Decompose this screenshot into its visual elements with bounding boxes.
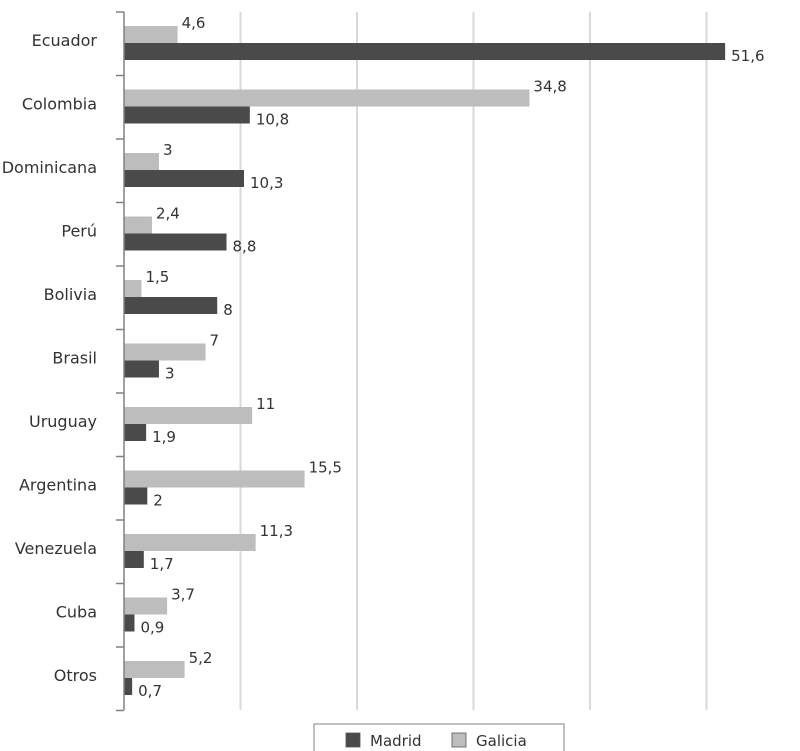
data-labels: 4,6 51,6 34,8 10,8 3 10,3 2,4 8,8 1,5 87 3 11 1,9 15,… — [138, 14, 764, 700]
bar-madrid — [124, 551, 144, 568]
data-label-madrid: 1,9 — [152, 428, 176, 446]
data-label-madrid: 0,7 — [138, 682, 162, 700]
category-label: Otros — [54, 666, 97, 685]
category-label: Bolivia — [44, 285, 97, 304]
bar-madrid — [124, 360, 159, 378]
legend-swatch-madrid — [345, 732, 361, 748]
category-label: Cuba — [56, 602, 97, 621]
data-label-madrid: 1,7 — [150, 555, 174, 573]
legend-label-galicia: Galicia — [476, 732, 527, 750]
data-label-madrid: 10,3 — [250, 174, 283, 192]
category-label: Venezuela — [15, 539, 97, 558]
bar-madrid — [124, 678, 133, 695]
data-label-madrid: 51,6 — [731, 47, 764, 65]
data-label-galicia: 5,2 — [189, 649, 213, 667]
data-label-madrid: 8,8 — [233, 238, 257, 256]
data-label-madrid: 2 — [153, 492, 163, 510]
bars — [124, 26, 726, 695]
bar-galicia — [124, 26, 178, 43]
data-label-madrid: 0,9 — [140, 619, 164, 637]
bar-galicia — [124, 661, 185, 678]
category-label: Dominicana — [2, 158, 97, 177]
data-label-galicia: 7 — [210, 332, 220, 350]
category-label: Uruguay — [29, 412, 97, 431]
bar-galicia — [124, 89, 530, 107]
data-label-madrid: 3 — [165, 365, 175, 383]
data-label-galicia: 4,6 — [182, 14, 206, 32]
category-label: Brasil — [52, 348, 97, 367]
category-label: Ecuador — [32, 31, 98, 50]
data-label-galicia: 3 — [163, 141, 173, 159]
bar-galicia — [124, 153, 159, 170]
bar-galicia — [124, 534, 256, 551]
data-label-galicia: 34,8 — [533, 78, 566, 96]
category-label: Perú — [61, 221, 97, 240]
data-label-galicia: 11 — [256, 395, 275, 413]
data-label-madrid: 8 — [223, 301, 233, 319]
data-label-galicia: 15,5 — [309, 459, 342, 477]
data-label-galicia: 1,5 — [145, 268, 169, 286]
data-label-galicia: 11,3 — [260, 522, 293, 540]
data-label-galicia: 3,7 — [171, 586, 195, 604]
bar-madrid — [124, 424, 147, 441]
category-label: Argentina — [19, 475, 97, 494]
data-label-madrid: 10,8 — [256, 111, 289, 129]
legend: Madrid Galicia — [313, 723, 565, 751]
bar-madrid — [124, 43, 726, 60]
bar-galicia — [124, 407, 253, 424]
legend-swatch-galicia — [451, 732, 467, 748]
bar-madrid — [124, 170, 244, 187]
bar-galicia — [124, 470, 305, 488]
bar-madrid — [124, 233, 227, 251]
bar-galicia — [124, 280, 142, 297]
data-label-galicia: 2,4 — [156, 205, 180, 223]
bar-madrid — [124, 614, 135, 632]
bar-galicia — [124, 343, 206, 361]
legend-label-madrid: Madrid — [370, 732, 422, 750]
bar-galicia — [124, 597, 168, 615]
category-label: Colombia — [22, 94, 97, 113]
grid-lines — [239, 12, 708, 710]
bar-madrid — [124, 487, 148, 505]
y-axis: Ecuador Colombia Dominicana Perú Bolivia Bras… — [2, 11, 125, 712]
bar-galicia — [124, 216, 152, 234]
bar-madrid — [124, 106, 250, 124]
bar-madrid — [124, 297, 218, 314]
